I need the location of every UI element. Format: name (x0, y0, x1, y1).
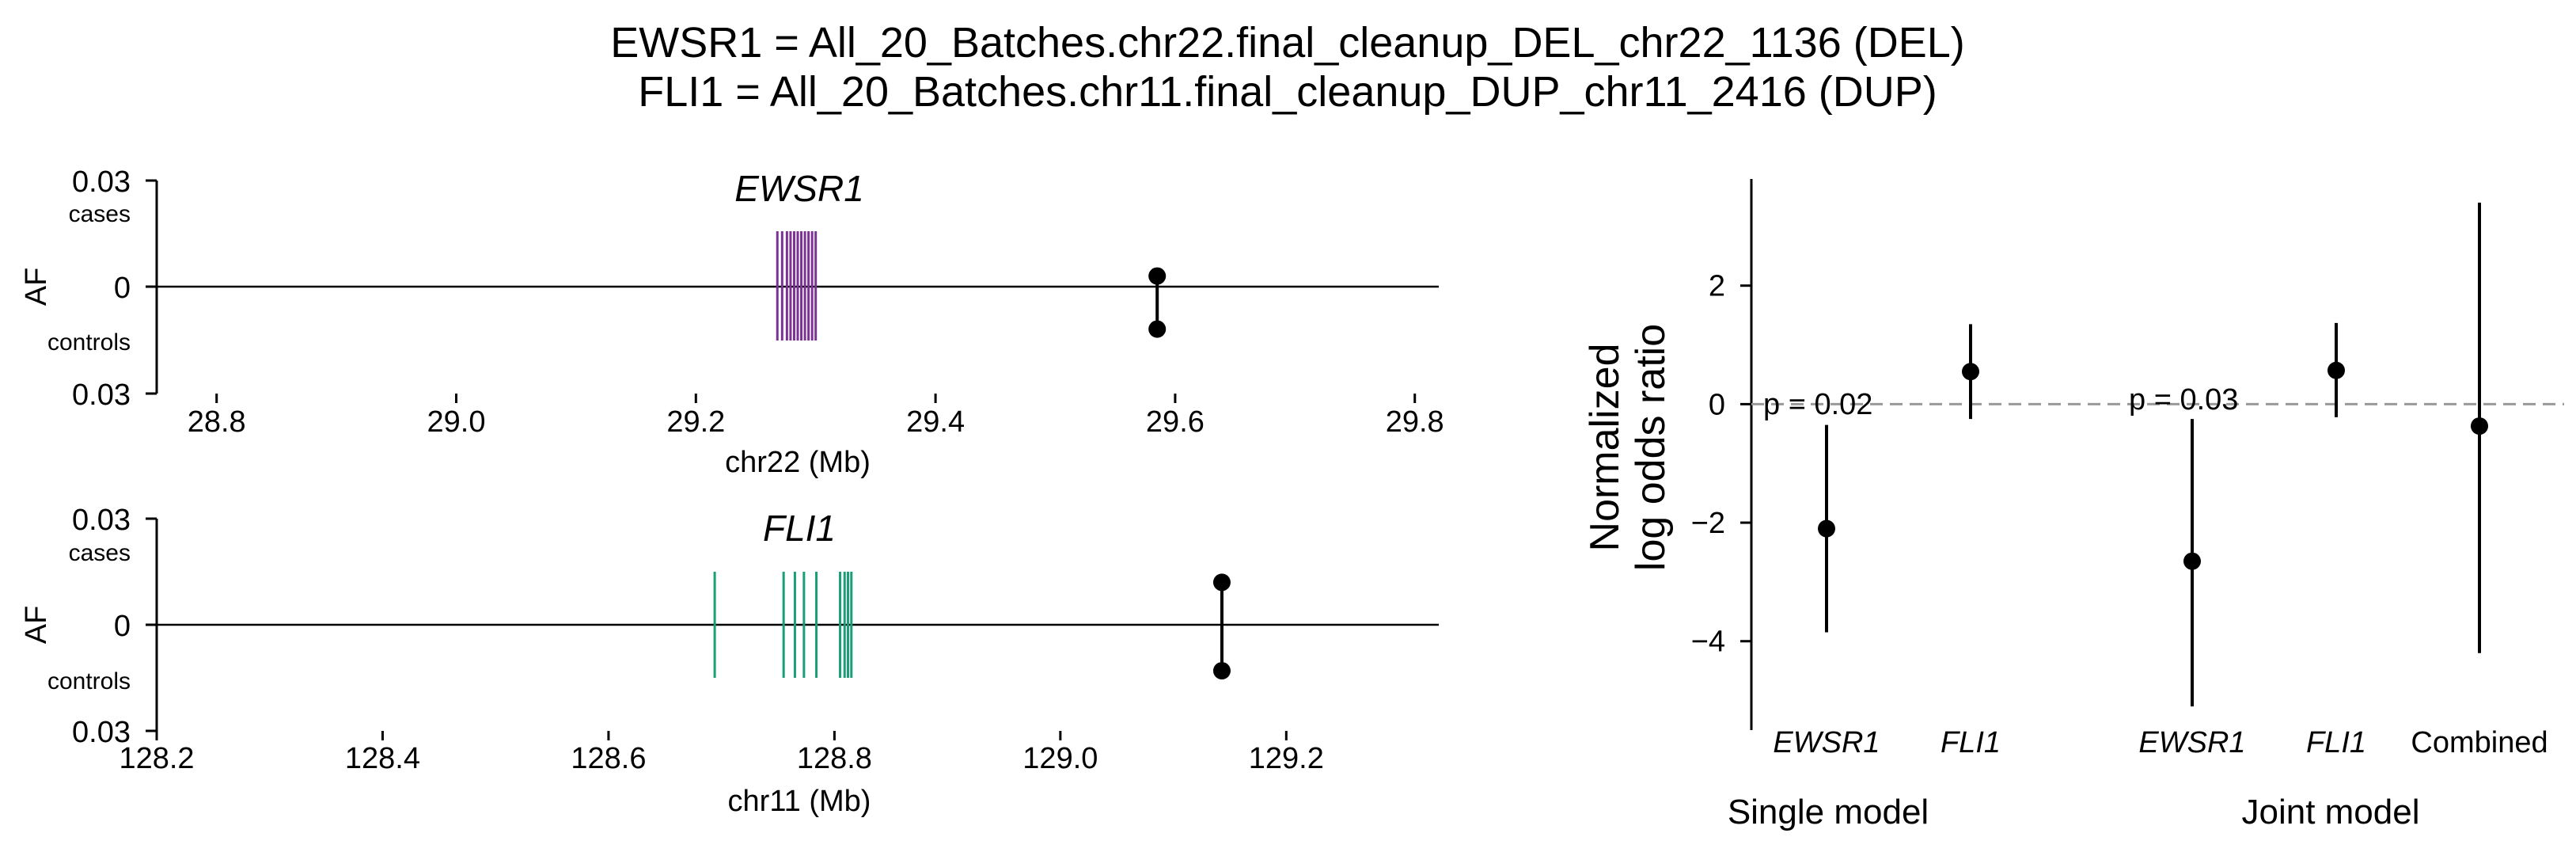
ewsr1-ytick-label-zero: 0 (114, 272, 131, 305)
ewsr1-xtick-label: 29.6 (1146, 405, 1205, 439)
fli1-xtick-label: 129.2 (1249, 742, 1324, 775)
odds-category-label: EWSR1 (1773, 726, 1880, 759)
odds-categories: EWSR1 FLI1 EWSR1 FLI1 Combined (1773, 726, 2548, 759)
fli1-y-axis-label: AF (20, 606, 53, 645)
ewsr1-x-axis-label: chr22 (Mb) (725, 446, 871, 479)
fli1-x-axis: 128.2 128.4 128.6 128.8 129.0 129.2 (119, 731, 1324, 775)
p-value-single: p = 0.02 (1763, 388, 1872, 421)
ewsr1-xtick-label: 29.2 (666, 405, 725, 439)
fli1-gene-label: FLI1 (763, 508, 836, 549)
ewsr1-xtick-label: 29.4 (906, 405, 965, 439)
fli1-ytick-label-bottom: 0.03 (72, 716, 131, 749)
group-label-joint: Joint model (2241, 793, 2419, 831)
ewsr1-exons (776, 231, 818, 340)
ewsr1-xtick-label: 29.8 (1386, 405, 1444, 439)
ewsr1-locus-panel: EWSR1 0.03 0 0.03 cases controls AF 28.8… (20, 165, 1444, 479)
odds-point (1962, 363, 1979, 381)
odds-ytick-label: −4 (1691, 626, 1725, 659)
fli1-ytick-label-zero: 0 (114, 610, 131, 643)
odds-points (1818, 202, 2488, 707)
odds-y-label-line-1: Normalized (1582, 344, 1628, 552)
odds-point (1818, 519, 1835, 538)
odds-y-label-line-2: log odds ratio (1628, 324, 1674, 571)
ewsr1-y-axis-label: AF (20, 268, 53, 306)
fli1-locus-panel: FLI1 0.03 0 0.03 cases controls AF 128.2… (20, 504, 1439, 818)
odds-point (2183, 552, 2201, 570)
odds-ytick-label: −2 (1691, 507, 1725, 540)
fli1-xtick-label: 129.0 (1022, 742, 1098, 775)
odds-category-label: FLI1 (2306, 726, 2366, 759)
ewsr1-controls-label: controls (47, 329, 131, 356)
fli1-variant-cases-point (1212, 573, 1231, 592)
ewsr1-xtick-label: 29.0 (427, 405, 486, 439)
odds-point (2328, 361, 2345, 379)
ewsr1-variant-cases-point (1148, 267, 1167, 285)
group-label-single: Single model (1728, 793, 1929, 831)
fli1-xtick-label: 128.8 (797, 742, 872, 775)
fli1-ytick-label-top: 0.03 (72, 504, 131, 537)
fli1-cases-label: cases (69, 540, 131, 566)
title-line-2: FLI1 = All_20_Batches.chr11.final_cleanu… (638, 68, 1937, 116)
fli1-controls-label: controls (47, 668, 131, 694)
p-value-joint: p = 0.03 (2129, 383, 2238, 417)
odds-y-ticks: 2 0 −2 −4 (1691, 270, 1751, 659)
title-line-1: EWSR1 = All_20_Batches.chr22.final_clean… (610, 19, 1965, 67)
ewsr1-ytick-label-bottom: 0.03 (72, 379, 131, 412)
odds-category-label: EWSR1 (2138, 726, 2245, 759)
fli1-xtick-label: 128.4 (345, 742, 420, 775)
odds-category-label: FLI1 (1941, 726, 2001, 759)
ewsr1-variant-controls-point (1148, 320, 1167, 338)
odds-category-label: Combined (2411, 726, 2548, 759)
odds-ytick-label: 2 (1709, 270, 1725, 303)
fli1-xtick-label: 128.6 (571, 742, 646, 775)
ewsr1-gene-label: EWSR1 (734, 168, 864, 209)
ewsr1-cases-label: cases (69, 201, 131, 227)
ewsr1-variant (1148, 267, 1167, 338)
ewsr1-x-axis: 28.8 29.0 29.2 29.4 29.6 29.8 (188, 394, 1444, 439)
fli1-x-axis-label: chr11 (Mb) (728, 785, 871, 818)
fli1-xtick-label: 128.2 (119, 742, 194, 775)
fli1-variant-controls-point (1212, 662, 1231, 680)
ewsr1-ytick-label-top: 0.03 (72, 165, 131, 199)
odds-ratio-panel: 2 0 −2 −4 Normalized log odds ratio p = 0.0… (1582, 179, 2564, 831)
ewsr1-xtick-label: 28.8 (188, 405, 246, 439)
fli1-exons (713, 572, 853, 678)
fli1-variant (1212, 573, 1231, 680)
odds-point (2471, 417, 2488, 436)
odds-ytick-label: 0 (1709, 388, 1725, 421)
